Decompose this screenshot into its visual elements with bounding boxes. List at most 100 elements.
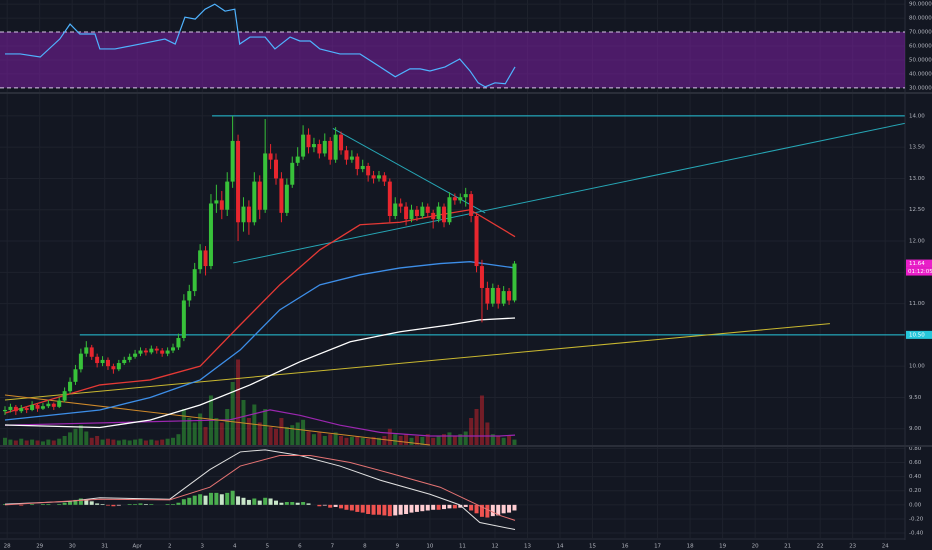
candle-body bbox=[127, 356, 132, 360]
volume-bar bbox=[420, 436, 425, 445]
candle-body bbox=[8, 406, 13, 410]
volume-bar bbox=[339, 436, 344, 445]
candle-body bbox=[458, 197, 463, 201]
candle-body bbox=[35, 404, 40, 409]
candle-body bbox=[328, 140, 333, 160]
volume-bar bbox=[219, 422, 224, 445]
macd-histogram-bar bbox=[496, 504, 501, 516]
macd-histogram-bar bbox=[274, 500, 278, 505]
volume-bar bbox=[89, 437, 94, 445]
candle-body bbox=[268, 153, 273, 160]
macd-histogram-bar bbox=[143, 504, 148, 505]
volume-bar bbox=[165, 438, 170, 445]
candle-body bbox=[203, 250, 208, 267]
macd-histogram-bar bbox=[442, 504, 447, 510]
candle-body bbox=[176, 338, 181, 348]
y-tick-label: 10.00 bbox=[909, 364, 925, 370]
candle-body bbox=[425, 206, 430, 213]
volume-bar bbox=[257, 422, 262, 445]
volume-bar bbox=[3, 437, 7, 445]
macd-histogram-bar bbox=[165, 504, 170, 505]
macd-histogram-bar bbox=[19, 504, 24, 506]
volume-bar bbox=[171, 437, 176, 445]
x-tick-label: 9 bbox=[396, 544, 400, 550]
candle-body bbox=[507, 291, 512, 301]
rsi-line bbox=[5, 3, 516, 88]
volume-bar bbox=[230, 382, 235, 445]
macd-histogram-bar bbox=[376, 504, 381, 515]
macd-histogram-bar bbox=[192, 495, 197, 505]
volume-bar bbox=[349, 436, 354, 445]
candle-body bbox=[301, 134, 306, 157]
macd-histogram-bar bbox=[105, 504, 110, 506]
macd-histogram-bar bbox=[420, 504, 425, 512]
candle-body bbox=[143, 350, 148, 353]
candle-body bbox=[84, 347, 89, 354]
macd-histogram-bar bbox=[187, 497, 192, 505]
volume-bar bbox=[447, 432, 452, 445]
volume-bar bbox=[344, 437, 349, 445]
volume-bar bbox=[512, 439, 517, 445]
candle-body bbox=[274, 159, 278, 179]
macd-line bbox=[4, 449, 516, 531]
y-tick-label: 0.20 bbox=[909, 488, 922, 494]
candle-body bbox=[116, 363, 121, 370]
macd-histogram-bar bbox=[268, 498, 273, 505]
candle-body bbox=[192, 269, 197, 292]
volume-bar bbox=[490, 434, 495, 445]
volume-bar bbox=[414, 436, 419, 445]
volume-bar bbox=[105, 438, 110, 445]
volume-bar bbox=[246, 418, 251, 445]
candle-body bbox=[463, 194, 468, 198]
volume-bar bbox=[393, 434, 398, 445]
candle-body bbox=[474, 216, 479, 267]
candle-body bbox=[30, 404, 35, 410]
x-tick-label: 5 bbox=[266, 544, 270, 550]
volume-bar bbox=[8, 439, 13, 445]
x-tick-label: 28 bbox=[4, 544, 11, 550]
candle-body bbox=[68, 381, 73, 392]
volume-bar bbox=[355, 436, 360, 445]
x-tick-label: 13 bbox=[524, 544, 531, 550]
candle-body bbox=[241, 206, 246, 223]
x-tick-label: 24 bbox=[882, 544, 889, 550]
x-tick-label: 7 bbox=[331, 544, 335, 550]
x-tick-label: 8 bbox=[363, 544, 367, 550]
moving-average bbox=[4, 317, 516, 429]
volume-bar bbox=[143, 440, 148, 445]
macd-histogram-bar bbox=[295, 502, 300, 505]
y-tick-label: 50.0000 bbox=[909, 57, 932, 63]
candle-body bbox=[409, 209, 414, 220]
volume-bar bbox=[133, 439, 138, 445]
candle-body bbox=[257, 181, 262, 210]
volume-bar bbox=[214, 418, 219, 445]
macd-histogram-bar bbox=[322, 504, 327, 506]
candle-body bbox=[263, 153, 268, 210]
candle-body bbox=[290, 162, 295, 185]
candle-body bbox=[236, 140, 241, 223]
x-tick-label: 10 bbox=[426, 544, 433, 550]
volume-bar bbox=[268, 427, 273, 445]
volume-bar bbox=[301, 419, 306, 445]
y-tick-label: 0.00 bbox=[909, 502, 922, 508]
macd-histogram-bar bbox=[176, 502, 181, 505]
volume-bar bbox=[84, 431, 89, 445]
x-tick-label: 21 bbox=[784, 544, 791, 550]
candle-body bbox=[19, 408, 24, 412]
price-label-box bbox=[906, 259, 932, 268]
volume-bar bbox=[404, 434, 409, 445]
macd-histogram-bar bbox=[436, 504, 441, 510]
macd-histogram-bar bbox=[263, 497, 268, 505]
x-tick-label: 14 bbox=[557, 544, 564, 550]
candle-body bbox=[306, 134, 311, 148]
macd-histogram-bar bbox=[501, 504, 506, 514]
price-label: 10.50 bbox=[909, 332, 925, 338]
candle-body bbox=[46, 403, 51, 407]
x-tick-label: 15 bbox=[589, 544, 596, 550]
volume-bar bbox=[187, 418, 192, 445]
volume-bar bbox=[95, 436, 100, 445]
volume-bar bbox=[116, 440, 121, 445]
volume-bar bbox=[51, 440, 56, 445]
volume-bar bbox=[225, 409, 230, 445]
